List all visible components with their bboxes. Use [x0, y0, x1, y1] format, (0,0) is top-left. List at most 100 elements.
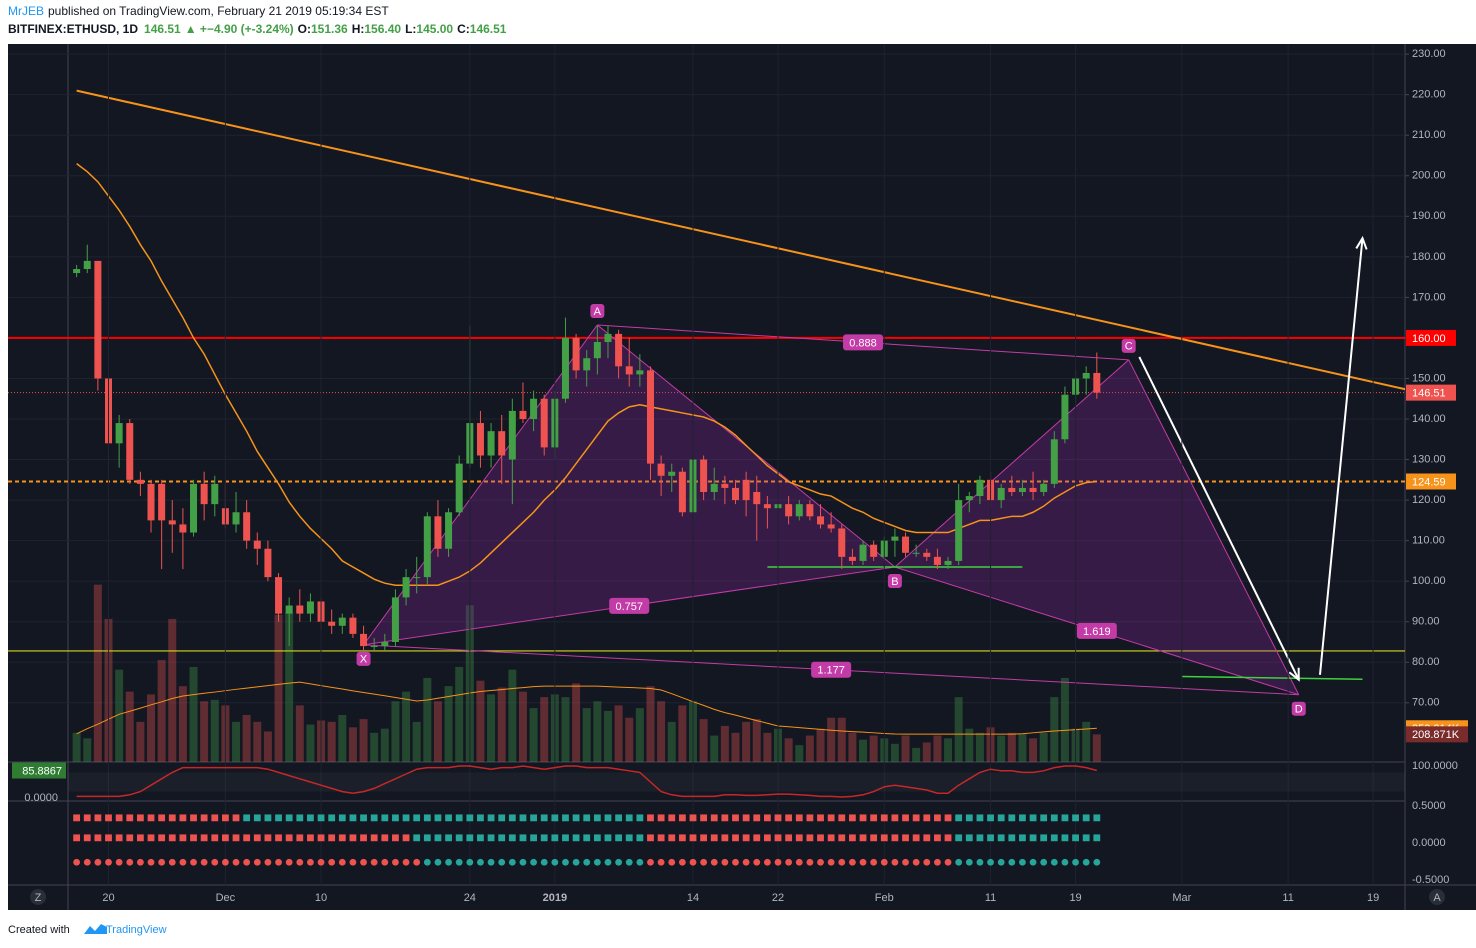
signal-dot	[466, 834, 474, 842]
candle-body	[817, 516, 825, 525]
signal-dot	[965, 834, 973, 842]
x-tick-label: 11	[985, 892, 996, 904]
signal-dot	[955, 834, 963, 842]
volume-bar	[859, 739, 868, 762]
y-tick-label: 130.00	[1412, 453, 1446, 465]
price-tag-label: 160.00	[1412, 333, 1446, 345]
scale-button[interactable]	[30, 889, 46, 905]
volume-bar	[1050, 697, 1059, 762]
volume-bar	[433, 701, 442, 762]
signal-dot	[392, 858, 399, 866]
signal-dot	[668, 814, 676, 822]
candle-body	[710, 483, 718, 492]
signal-dot	[540, 834, 548, 842]
signal-dot	[997, 834, 1005, 842]
volume-bar	[763, 732, 772, 762]
signal-dot	[413, 834, 421, 842]
signal-dot	[222, 814, 229, 822]
signal-dot	[275, 834, 282, 842]
candle-body	[232, 512, 240, 525]
signal-dot	[83, 814, 91, 822]
signal-dot	[753, 814, 761, 822]
volume-bar	[646, 686, 655, 762]
volume-bar	[1029, 738, 1038, 762]
signal-dot	[923, 834, 931, 842]
signal-dot	[94, 858, 102, 866]
auto-button[interactable]	[1429, 889, 1445, 905]
signal-dot	[912, 834, 920, 842]
signal-dot	[136, 858, 144, 866]
signal-dot	[944, 814, 952, 822]
signal-dot	[264, 814, 272, 822]
signal-dot	[583, 814, 591, 822]
signal-dot	[285, 858, 293, 866]
signal-dot	[795, 814, 803, 822]
candle-body	[636, 370, 644, 375]
signal-dot	[1061, 814, 1069, 822]
candle-body	[413, 577, 421, 579]
candle-body	[349, 617, 357, 634]
x-tick-label: 2019	[543, 892, 567, 904]
y-tick-label: 220.00	[1412, 89, 1446, 101]
signal-dot	[94, 814, 102, 822]
point-badge	[1291, 701, 1306, 716]
signal-dot	[636, 858, 644, 866]
volume-bar	[455, 666, 464, 762]
volume-bar	[263, 731, 272, 762]
signal-dot	[870, 834, 878, 842]
volume-bar	[710, 735, 719, 762]
x-tick-label: 11	[1282, 892, 1293, 904]
candle-body	[423, 516, 431, 578]
candle-body	[519, 410, 527, 420]
signal-dot	[508, 814, 516, 822]
signal-dot	[710, 858, 718, 866]
point-badge	[1121, 338, 1136, 353]
signal-dot	[307, 858, 314, 866]
signal-dot	[678, 814, 686, 822]
volume-bar	[603, 710, 612, 762]
volume-bar	[912, 747, 921, 762]
candle-body	[83, 260, 91, 270]
volume-bar	[667, 721, 676, 762]
signal-dot	[168, 814, 176, 822]
footer-brand[interactable]: TradingView	[106, 924, 167, 936]
x-tick-label: Feb	[875, 892, 894, 904]
candle-body	[306, 601, 314, 614]
signal-dot	[710, 834, 718, 842]
signal-dot	[763, 814, 771, 822]
volume-bar	[370, 732, 379, 762]
candle-body	[402, 577, 410, 598]
signal-dot	[455, 814, 463, 822]
signal-dot	[423, 858, 431, 866]
ratio-label: 0.888	[849, 337, 877, 349]
publisher[interactable]: MrJEB	[8, 4, 44, 18]
x-tick-label: 20	[102, 892, 114, 904]
point-label: B	[891, 576, 898, 588]
signal-dot	[381, 834, 389, 842]
signal-dot	[572, 834, 580, 842]
signal-dot	[158, 858, 166, 866]
signal-dot	[328, 858, 336, 866]
volume-bar	[572, 683, 581, 762]
signal-dot	[657, 858, 665, 866]
signal-dot	[381, 814, 389, 822]
scale-button-label[interactable]: Z	[35, 892, 42, 904]
volume-bar	[306, 724, 315, 762]
volume-bar	[901, 735, 910, 762]
point-label: D	[1295, 704, 1303, 716]
signal-dot	[402, 814, 410, 822]
signal-dot	[136, 834, 144, 842]
volume-bar	[784, 738, 793, 762]
auto-button-label[interactable]: A	[1433, 892, 1441, 904]
volume-bar	[274, 614, 283, 762]
signal-dot	[487, 834, 495, 842]
signal-dot	[753, 858, 761, 866]
signal-dot	[83, 834, 91, 842]
candle-body	[838, 528, 846, 557]
candle-body	[190, 483, 198, 533]
candle-body	[498, 431, 506, 456]
signal-dot	[976, 814, 984, 822]
signal-dot	[211, 814, 219, 822]
volume-bar	[954, 697, 963, 762]
